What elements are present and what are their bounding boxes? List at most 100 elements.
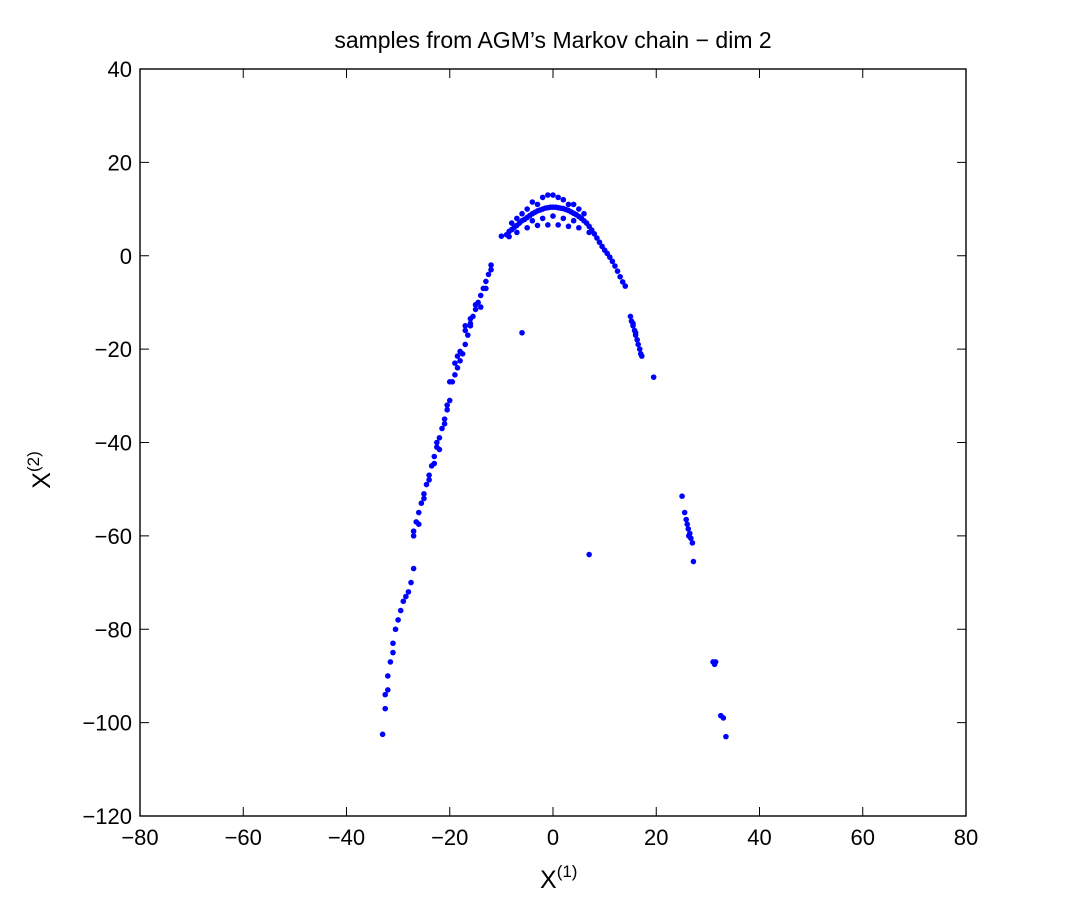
data-point bbox=[392, 626, 399, 633]
data-point bbox=[565, 223, 572, 230]
data-point bbox=[681, 509, 688, 516]
data-point bbox=[400, 598, 407, 605]
data-point bbox=[576, 224, 582, 231]
data-point bbox=[555, 222, 561, 228]
data-point bbox=[529, 217, 536, 224]
points-layer bbox=[379, 192, 729, 740]
data-point bbox=[514, 215, 520, 222]
y-tick-label: −80 bbox=[95, 617, 132, 642]
data-point bbox=[565, 201, 572, 208]
data-point bbox=[426, 472, 432, 478]
data-point bbox=[434, 439, 440, 446]
y-tick-label: −60 bbox=[95, 524, 132, 549]
data-point bbox=[408, 579, 414, 586]
data-point bbox=[684, 521, 691, 528]
x-tick-label: 60 bbox=[851, 825, 875, 850]
data-point bbox=[477, 292, 484, 299]
data-point bbox=[576, 206, 582, 212]
data-point bbox=[423, 481, 430, 488]
data-point bbox=[436, 446, 443, 453]
data-point bbox=[534, 222, 541, 229]
data-point bbox=[550, 192, 556, 198]
data-point bbox=[488, 266, 494, 273]
data-point bbox=[550, 213, 556, 219]
x-axis-label-base: X bbox=[540, 866, 557, 894]
y-tick-label: −120 bbox=[82, 804, 132, 829]
data-point bbox=[636, 346, 643, 352]
data-point bbox=[477, 304, 484, 310]
data-point bbox=[415, 509, 422, 516]
data-point bbox=[514, 229, 520, 236]
data-point bbox=[634, 336, 640, 343]
x-axis-label: X(1) bbox=[540, 862, 577, 894]
data-point bbox=[685, 533, 692, 539]
data-point bbox=[457, 348, 463, 355]
data-point bbox=[421, 495, 427, 502]
data-point bbox=[403, 593, 409, 600]
x-tick-label: 40 bbox=[747, 825, 771, 850]
data-point bbox=[483, 285, 489, 292]
data-point bbox=[462, 322, 469, 329]
data-point bbox=[630, 320, 636, 327]
data-point bbox=[441, 421, 448, 427]
x-tick-label: −60 bbox=[225, 825, 262, 850]
data-point bbox=[638, 353, 645, 359]
x-tick-label: −80 bbox=[121, 825, 158, 850]
data-point bbox=[441, 416, 448, 422]
y-tick-label: −40 bbox=[95, 431, 132, 456]
data-point bbox=[612, 263, 618, 269]
data-point bbox=[415, 521, 422, 528]
data-point bbox=[444, 407, 450, 413]
data-point bbox=[444, 402, 450, 408]
data-point bbox=[498, 233, 505, 239]
x-tick-label: −20 bbox=[431, 825, 468, 850]
data-point bbox=[390, 649, 396, 656]
y-tick-label: 40 bbox=[108, 57, 132, 82]
data-point bbox=[472, 301, 479, 308]
data-point bbox=[382, 691, 389, 698]
data-point bbox=[467, 320, 474, 327]
y-axis-label-base: X bbox=[28, 472, 56, 489]
data-point bbox=[594, 235, 600, 241]
data-point bbox=[635, 341, 641, 348]
data-point bbox=[385, 673, 391, 679]
data-point bbox=[488, 262, 494, 268]
data-point bbox=[431, 453, 438, 460]
data-point bbox=[431, 460, 438, 467]
data-point bbox=[421, 491, 427, 497]
x-tick-label: 0 bbox=[547, 825, 559, 850]
data-point bbox=[410, 528, 417, 535]
data-point bbox=[524, 224, 530, 231]
y-axis-label-superscript: (2) bbox=[24, 451, 43, 472]
data-point bbox=[570, 217, 577, 224]
ticks-layer: −80 −60 −40 −20 0 20 40 60 80 −120 −100 −80 −60 −40 −2… bbox=[82, 57, 978, 850]
data-point bbox=[483, 278, 489, 285]
data-point bbox=[452, 372, 458, 378]
data-point bbox=[606, 254, 613, 260]
data-point bbox=[545, 192, 551, 198]
data-point bbox=[446, 379, 453, 385]
y-tick-label: 0 bbox=[120, 244, 132, 269]
data-point bbox=[519, 329, 525, 336]
data-point bbox=[539, 215, 546, 222]
x-axis-label-superscript: (1) bbox=[557, 862, 578, 881]
data-point bbox=[683, 516, 689, 523]
data-point bbox=[382, 705, 389, 712]
data-point bbox=[689, 540, 696, 546]
data-point bbox=[581, 210, 587, 217]
data-point bbox=[555, 194, 561, 201]
data-point bbox=[596, 239, 603, 246]
data-point bbox=[410, 533, 417, 539]
data-point bbox=[617, 273, 623, 280]
data-point bbox=[452, 360, 458, 366]
data-point bbox=[426, 477, 432, 483]
data-point bbox=[586, 229, 592, 236]
data-point bbox=[586, 551, 592, 558]
data-point bbox=[485, 271, 492, 278]
data-point bbox=[614, 268, 621, 274]
y-tick-label: −20 bbox=[95, 337, 132, 362]
data-point bbox=[454, 365, 461, 371]
data-point bbox=[446, 397, 453, 404]
x-tick-label: 20 bbox=[644, 825, 668, 850]
data-point bbox=[560, 215, 567, 222]
